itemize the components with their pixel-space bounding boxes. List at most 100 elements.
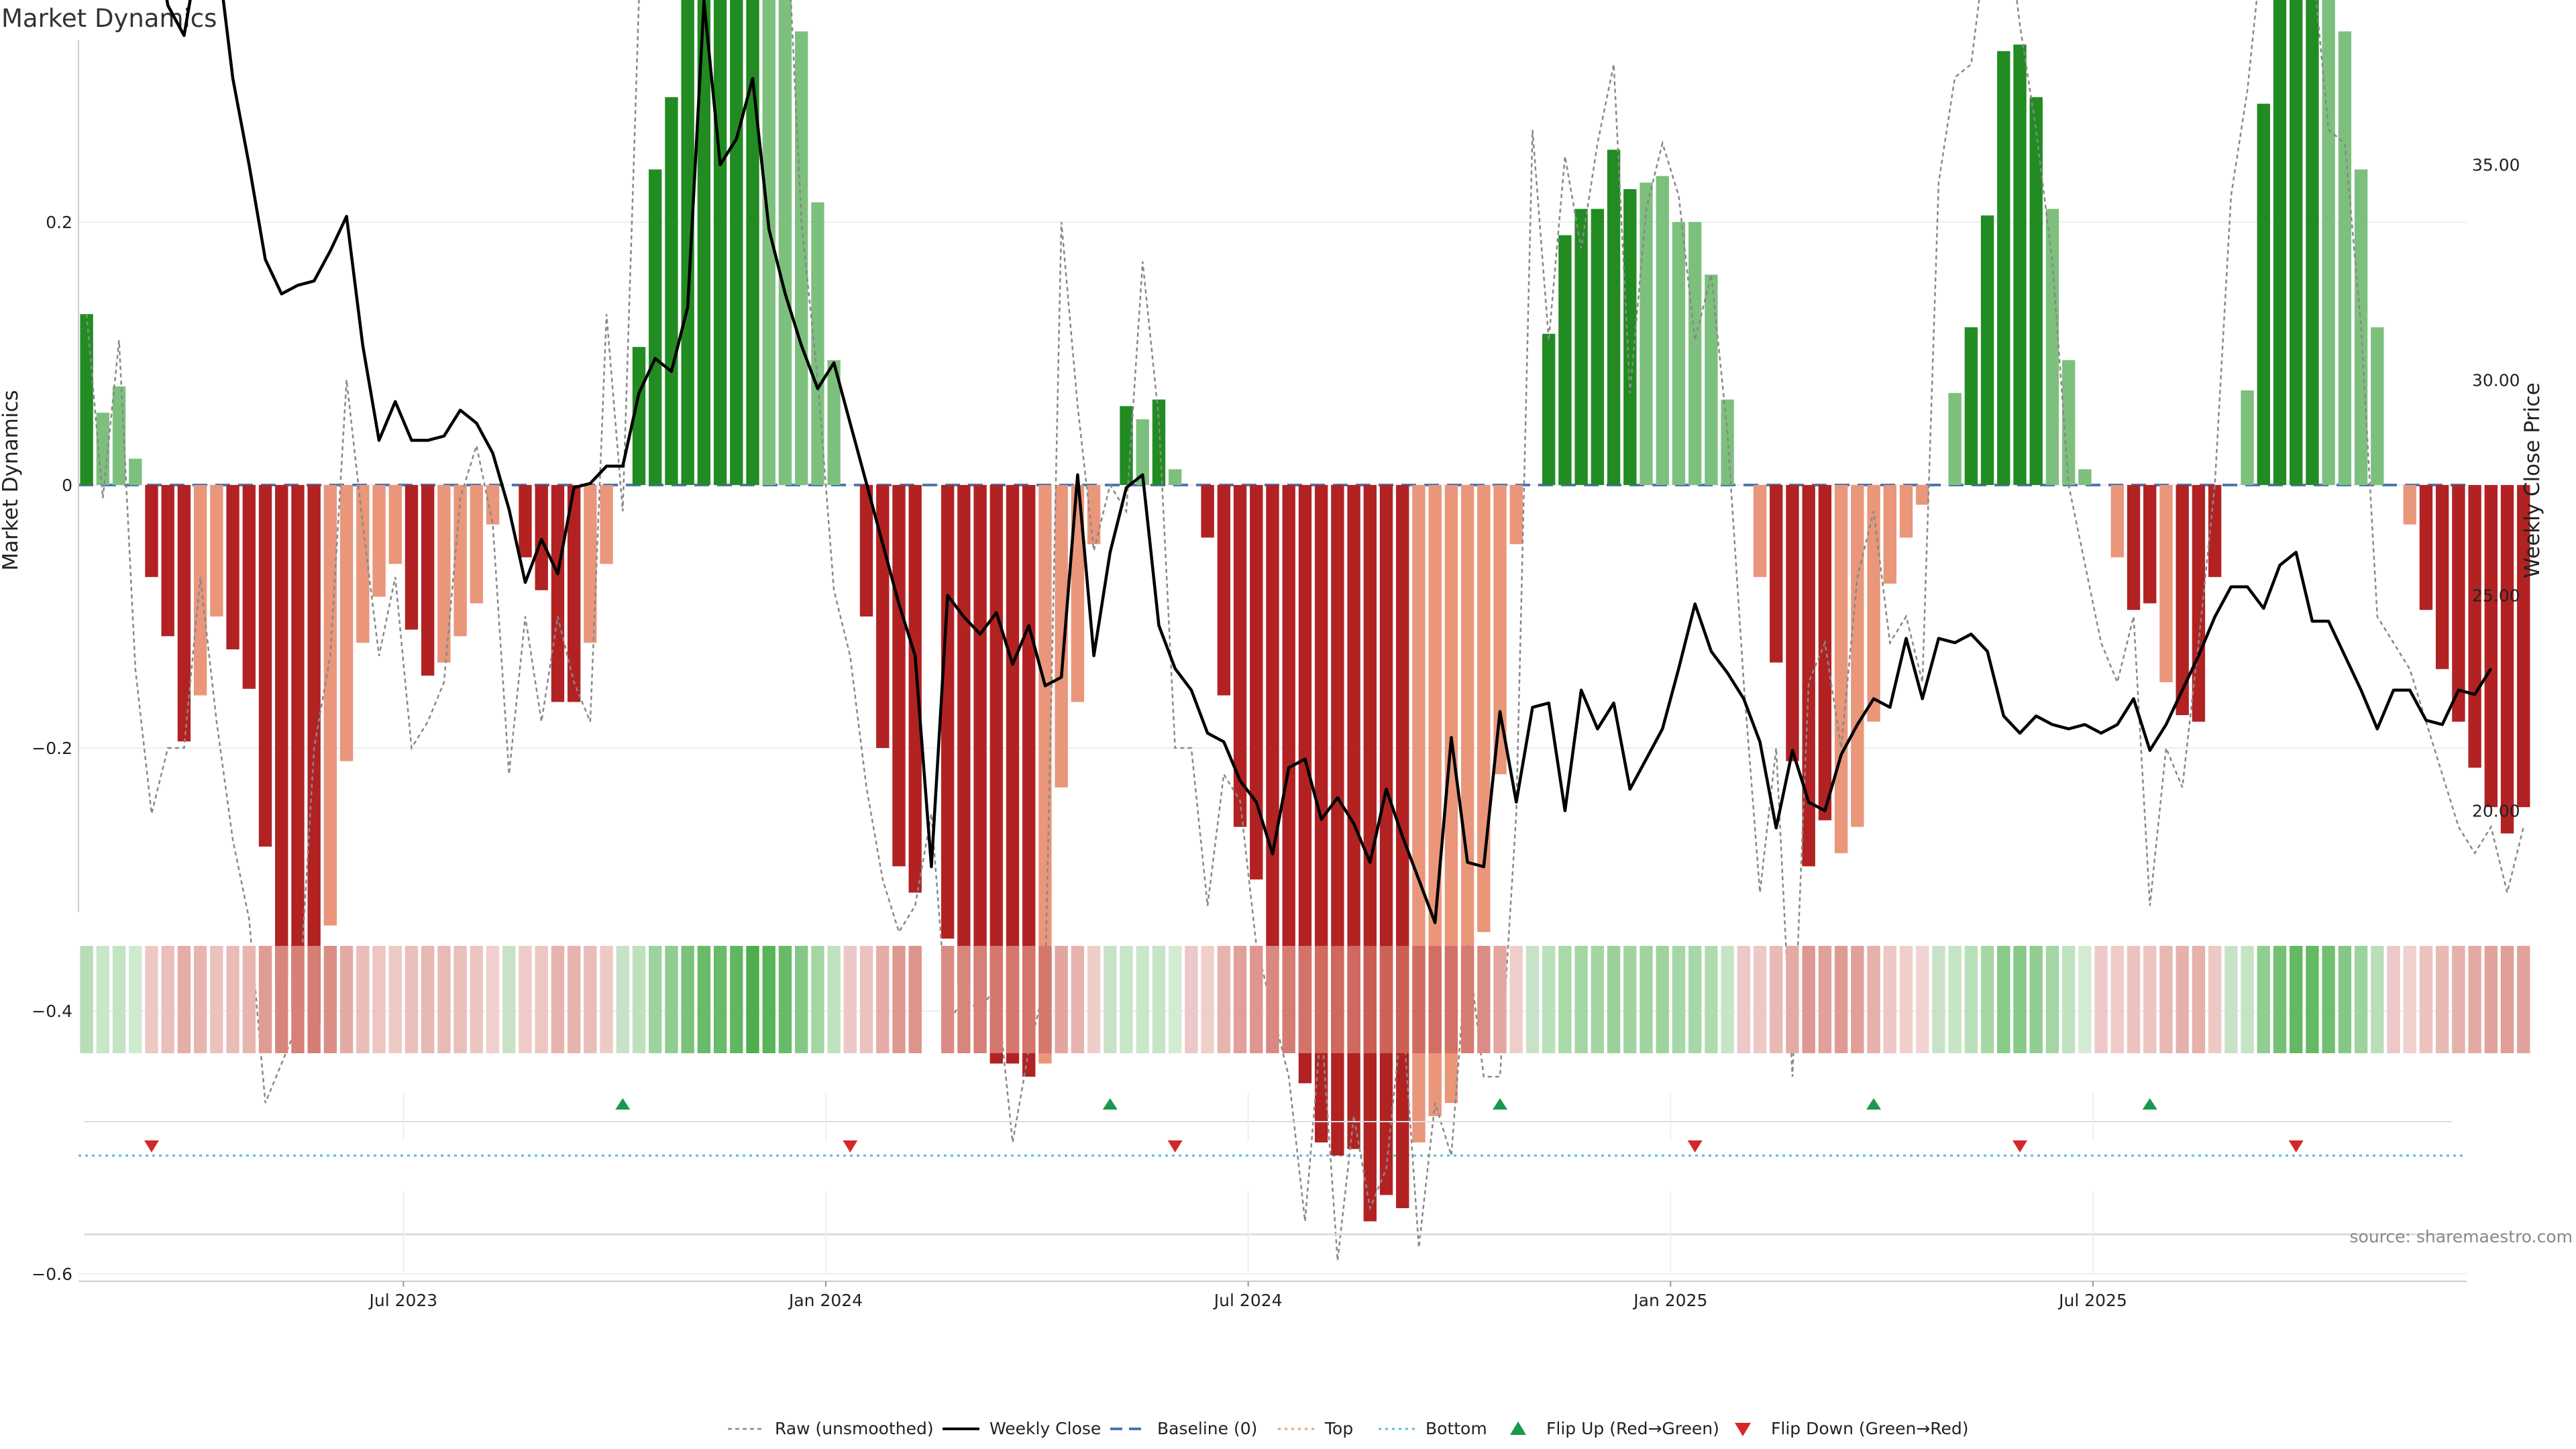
histogram-bar — [2159, 485, 2173, 682]
histogram-bar — [941, 485, 955, 939]
histogram-bar — [145, 485, 158, 578]
histogram-bar — [1087, 485, 1101, 545]
histogram-bar — [1997, 51, 2010, 485]
heatmap-cell — [616, 946, 629, 1053]
histogram-bar — [519, 485, 532, 557]
heatmap-cell — [713, 946, 727, 1053]
heatmap-cell — [1672, 946, 1686, 1053]
histogram-bar — [2257, 103, 2270, 486]
histogram-bar — [2176, 485, 2189, 715]
y2-tick-label: 35.00 — [2472, 156, 2520, 175]
histogram-bar — [2061, 360, 2076, 485]
histogram-bar — [713, 0, 727, 486]
heatmap-cell — [112, 946, 126, 1053]
histogram-bar — [405, 485, 419, 630]
heatmap-cell — [1753, 946, 1767, 1053]
histogram-bar — [1818, 485, 1832, 820]
heatmap-cell — [193, 946, 207, 1053]
legend-label-flipup: Flip Up (Red→Green) — [1546, 1419, 1719, 1438]
histogram-bar — [470, 485, 484, 604]
heatmap-cell — [1460, 946, 1474, 1053]
histogram-bar — [2371, 327, 2384, 485]
histogram-bar — [2290, 0, 2303, 486]
heatmap-cell — [827, 946, 841, 1053]
histogram-bar — [2403, 485, 2416, 525]
heatmap-cell — [1022, 946, 1036, 1053]
heatmap-cell — [1314, 946, 1328, 1053]
histogram-bar — [795, 31, 808, 486]
x-tick-label: Jul 2025 — [2057, 1291, 2127, 1310]
y2-tick-label: 30.00 — [2472, 371, 2520, 390]
heatmap-cell — [778, 946, 792, 1053]
heatmap-cell — [1379, 946, 1393, 1053]
legend-swatch-flip-down — [1735, 1423, 1751, 1436]
heatmap-cell — [1363, 946, 1377, 1053]
histogram-bar — [811, 202, 824, 485]
heatmap-cell — [957, 946, 971, 1053]
histogram-bar — [908, 485, 922, 893]
heatmap-cell — [339, 946, 354, 1053]
heatmap-cell — [1250, 946, 1263, 1053]
histogram-bar — [1233, 485, 1247, 827]
heatmap-cell — [2306, 946, 2319, 1053]
histogram-bar — [697, 0, 711, 486]
heatmap-cell — [1932, 946, 1945, 1053]
histogram-bar — [1948, 392, 1962, 485]
histogram-bar — [1623, 189, 1637, 485]
heatmap-cell — [1591, 946, 1605, 1053]
heatmap-cell — [2371, 946, 2384, 1053]
heatmap-cell — [388, 946, 402, 1053]
histogram-bar — [535, 485, 548, 590]
heatmap-cell — [730, 946, 743, 1053]
histogram-bar — [1217, 485, 1231, 696]
histogram-bar — [242, 485, 256, 689]
histogram-bar — [1136, 419, 1149, 485]
heatmap-cell — [1412, 946, 1426, 1053]
heatmap-cell — [1152, 946, 1166, 1053]
histogram-bar — [892, 485, 906, 867]
heatmap-cell — [275, 946, 288, 1053]
heatmap-cell — [1087, 946, 1101, 1053]
histogram-bar — [339, 485, 354, 761]
histogram-bar — [437, 485, 451, 663]
histogram-bar — [323, 485, 337, 926]
heatmap-cell — [226, 946, 239, 1053]
histogram-bar — [1542, 333, 1556, 485]
heatmap-cell — [1834, 946, 1848, 1053]
heatmap-cell — [1623, 946, 1637, 1053]
histogram-bar — [129, 458, 142, 485]
heatmap-cell — [1705, 946, 1718, 1053]
heatmap-cell — [2208, 946, 2222, 1053]
heatmap-cell — [372, 946, 386, 1053]
heatmap-cell — [519, 946, 532, 1053]
histogram-bar — [1477, 485, 1491, 932]
histogram-bar — [2338, 31, 2352, 486]
heatmap-cell — [2435, 946, 2449, 1053]
histogram-bar — [2468, 485, 2481, 768]
histogram-bar — [2110, 485, 2125, 557]
flip-up-marker — [2142, 1098, 2157, 1110]
histogram-bar — [1964, 327, 1978, 485]
histogram-bar — [1006, 485, 1020, 1064]
heatmap-cell — [1477, 946, 1491, 1053]
heatmap-cell — [1266, 946, 1279, 1053]
heatmap-cell — [1916, 946, 1929, 1053]
histogram-bar — [1201, 485, 1214, 538]
histogram-bar — [2419, 485, 2433, 610]
heatmap-cell — [843, 946, 857, 1053]
y2-tick-label: 20.00 — [2472, 802, 2520, 821]
histogram-bar — [989, 485, 1003, 1064]
heatmap-cell — [2078, 946, 2092, 1053]
heatmap-cell — [2257, 946, 2270, 1053]
legend-label-top: Top — [1324, 1419, 1353, 1438]
heatmap-cell — [453, 946, 467, 1053]
heatmap-cell — [2484, 946, 2498, 1053]
heatmap-cell — [80, 946, 93, 1053]
heatmap-cell — [2468, 946, 2481, 1053]
flip-up-marker — [1102, 1098, 1118, 1110]
flip-up-marker — [1866, 1098, 1882, 1110]
histogram-bar — [1786, 485, 1799, 761]
histogram-bar — [2143, 485, 2157, 604]
heatmap-cell — [1997, 946, 2010, 1053]
histogram-bar — [1851, 485, 1864, 827]
